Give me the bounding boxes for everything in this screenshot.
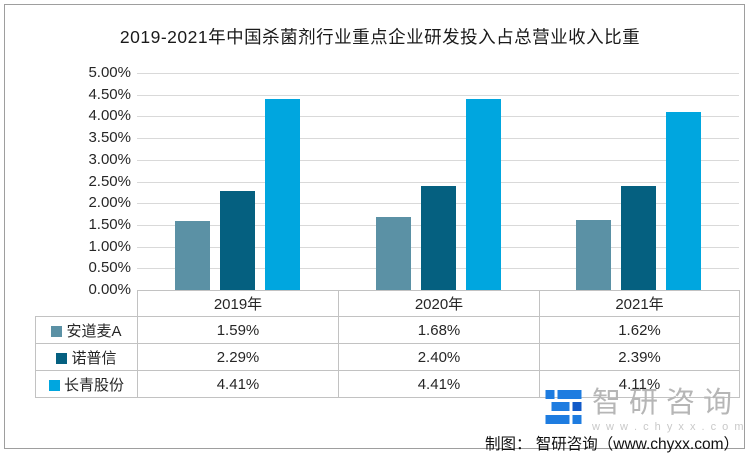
y-axis-tick-label: 5.00% [88, 64, 131, 81]
legend-marker-icon [48, 379, 60, 391]
brand-domain: w w w . c h y x x . c o m [592, 421, 746, 433]
y-axis-tick-label: 0.00% [88, 281, 131, 298]
plot-area [137, 73, 739, 290]
table-value-cell: 1.62% [539, 316, 740, 344]
legend-marker-icon [51, 325, 63, 337]
table-row: 诺普信 2.29% 2.40% 2.39% [35, 343, 740, 371]
gridline [137, 116, 739, 118]
bar [264, 98, 300, 290]
table-value-cell: 2.29% [137, 343, 339, 371]
legend-series-name: 诺普信 [71, 349, 117, 367]
table-header-year: 2019年 [137, 290, 339, 317]
y-axis-tick-label: 3.50% [88, 129, 131, 147]
gridline [137, 73, 739, 74]
bar-group [338, 73, 539, 290]
y-axis-tick-label: 2.50% [88, 172, 131, 190]
credit-line: 制图： 智研咨询（www.chyxx.com） [484, 436, 739, 453]
table-row: 长青股份 4.41% 4.41% 4.11% [35, 370, 740, 398]
legend-label-cell: 诺普信 [35, 343, 138, 371]
chart-frame: 2019-2021年中国杀菌剂行业重点企业研发投入占总营业收入比重 5.00% 4… [4, 4, 745, 453]
y-axis-tick-label: 1.50% [88, 215, 131, 233]
legend-label-cell: 安道麦A [35, 316, 138, 344]
gridline [137, 94, 739, 96]
bar [576, 219, 612, 290]
chart-title: 2019-2021年中国杀菌剂行业重点企业研发投入占总营业收入比重 [119, 27, 641, 47]
brand-text-block: 智研咨询 w w w . c h y x x . c o m [592, 387, 745, 433]
zhiyan-logo-icon [545, 390, 582, 424]
gridline [137, 181, 739, 183]
table-row: 安道麦A 1.59% 1.68% 1.62% [35, 316, 740, 344]
bar-group [137, 73, 338, 290]
bar [420, 185, 456, 290]
legend-label-cell: 长青股份 [35, 370, 138, 398]
data-table: 2019年 2020年 2021年安道麦A 1.59% 1.68% 1.62% 诺普信 2.2… [35, 290, 740, 398]
y-axis-tick-label: 3.00% [88, 150, 131, 168]
table-value-cell: 2.39% [539, 343, 740, 371]
table-value-cell: 1.68% [338, 316, 540, 344]
gridline [137, 138, 739, 140]
table-header-year: 2021年 [539, 290, 740, 317]
bar [375, 217, 411, 290]
table-value-cell: 2.40% [338, 343, 540, 371]
table-value-cell: 4.41% [137, 370, 339, 398]
brand-name: 智研咨询 [592, 387, 741, 419]
y-axis-tick-label: 4.00% [88, 107, 131, 125]
y-axis-tick-label: 4.50% [88, 85, 131, 103]
y-axis-tick-label: 1.00% [88, 237, 131, 255]
bar [174, 221, 210, 290]
gridline [137, 159, 739, 161]
table-value-cell: 4.41% [338, 370, 540, 398]
bar [666, 111, 702, 290]
y-axis-tick-label: 0.50% [88, 259, 131, 277]
legend-marker-icon [56, 352, 68, 364]
bar [465, 98, 501, 290]
table-value-cell: 1.59% [137, 316, 339, 344]
bar [621, 186, 657, 290]
bar [219, 190, 255, 290]
table-corner-blank [36, 291, 138, 317]
legend-series-name: 长青股份 [63, 376, 124, 394]
y-axis-tick-label: 2.00% [88, 194, 131, 212]
legend-series-name: 安道麦A [66, 322, 122, 340]
table-value-cell: 4.11% [539, 370, 740, 398]
bar-group [538, 73, 739, 290]
table-header-year: 2020年 [338, 290, 540, 317]
y-axis: 5.00% 4.50% 4.00% 3.50% 3.00% 2.50% 2.00% 1.50%… [35, 64, 131, 298]
brand-watermark: 智研咨询 w w w . c h y x x . c o m [545, 387, 745, 433]
